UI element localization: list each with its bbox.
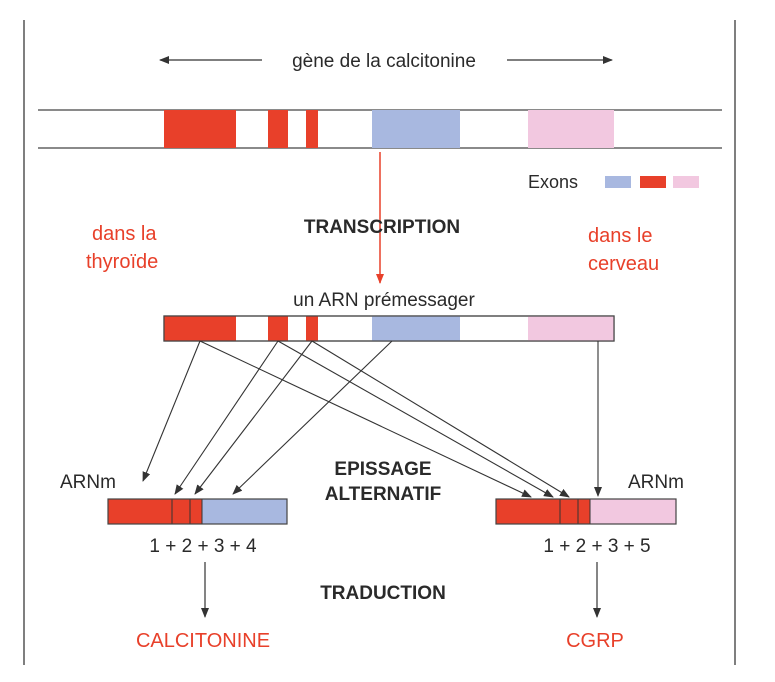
splicing-label-line2: ALTERNATIF xyxy=(325,484,441,505)
pre-mrna-label: un ARN prémessager xyxy=(293,290,475,311)
legend-swatch-blue xyxy=(605,176,631,188)
brain-label-line1: dans le xyxy=(588,225,653,247)
gene-title: gène de la calcitonine xyxy=(292,51,476,72)
mrna-right xyxy=(495,498,677,525)
translation-label: TRADUCTION xyxy=(320,583,446,604)
pre-mrna-exon-2 xyxy=(268,316,288,341)
gene-exon-4 xyxy=(372,110,460,148)
pre-mrna-exon-1 xyxy=(164,316,236,341)
mrna-right-label: ARNm xyxy=(628,472,684,493)
legend-swatch-red xyxy=(640,176,666,188)
thyroid-label-line1: dans la xyxy=(92,223,157,245)
product-right: CGRP xyxy=(566,630,624,652)
mrna-left-exon-formula: 1 + 2 + 3 + 4 xyxy=(149,536,257,557)
mrna-left xyxy=(107,498,288,525)
gene-exon-5 xyxy=(528,110,614,148)
gene-exon-3 xyxy=(306,110,318,148)
product-left: CALCITONINE xyxy=(136,630,270,652)
pre-mrna-exon-3 xyxy=(306,316,318,341)
legend-swatch-pink xyxy=(673,176,699,188)
mrna-right-exon-formula: 1 + 2 + 3 + 5 xyxy=(543,536,650,557)
legend-label: Exons xyxy=(528,172,578,192)
pre-mrna-exon-4 xyxy=(372,316,460,341)
thyroid-label-line2: thyroïde xyxy=(86,251,158,273)
gene-exon-1 xyxy=(164,110,236,148)
gene-exon-2 xyxy=(268,110,288,148)
splicing-label-line1: EPISSAGE xyxy=(334,459,431,480)
pre-mrna-exon-5 xyxy=(528,316,614,341)
pre-mrna xyxy=(163,315,615,342)
splicing-arrows-right xyxy=(199,340,602,498)
transcription-label: TRANSCRIPTION xyxy=(304,217,460,238)
brain-label-line2: cerveau xyxy=(588,253,659,275)
mrna-left-label: ARNm xyxy=(60,472,116,493)
splicing-arrows-left xyxy=(142,340,393,495)
gene-dna xyxy=(38,109,722,149)
